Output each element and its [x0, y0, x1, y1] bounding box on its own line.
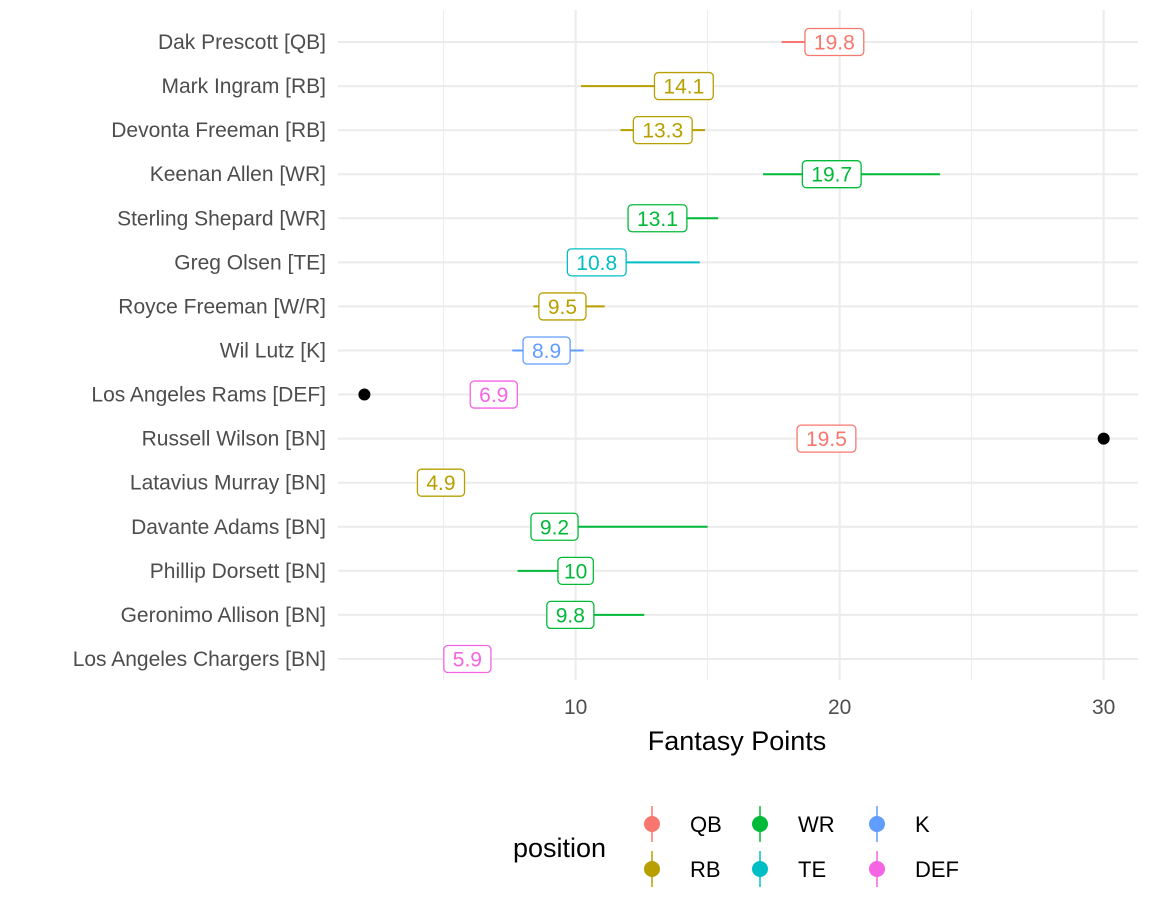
legend-label: WR	[798, 812, 835, 837]
player-mark: 19.8	[781, 27, 865, 57]
player-mark: 6.9	[358, 380, 518, 409]
player-mark: 19.5	[796, 424, 1110, 453]
y-label: Devonta Freeman [RB]	[111, 119, 326, 142]
value-label: 9.2	[540, 516, 569, 539]
legend-key-dot	[869, 816, 885, 832]
legend-key-dot	[869, 861, 885, 877]
value-label-box	[796, 424, 857, 453]
legend-key-dot	[752, 816, 768, 832]
value-label: 14.1	[663, 76, 704, 99]
legend-label: RB	[690, 857, 721, 882]
value-label: 9.5	[548, 296, 577, 319]
outlier-point	[358, 388, 371, 401]
value-label: 19.8	[814, 32, 855, 55]
y-axis-labels: Dak Prescott [QB] Mark Ingram [RB] Devonta…	[73, 31, 326, 671]
y-label: Keenan Allen [WR]	[150, 163, 326, 186]
player-mark: 9.8	[546, 600, 645, 630]
y-label: Los Angeles Chargers [BN]	[73, 648, 326, 671]
y-label: Latavius Murray [BN]	[130, 472, 326, 495]
player-mark: 9.5	[533, 292, 605, 321]
value-label: 8.9	[532, 340, 561, 363]
value-label: 19.7	[811, 164, 852, 187]
x-tick-label: 20	[828, 696, 851, 719]
player-mark: 8.9	[512, 336, 584, 365]
value-label-box	[416, 468, 466, 497]
value-label-box	[801, 160, 862, 189]
legend: position QB RB WR TE K DEF	[513, 806, 959, 887]
data-marks: 19.8 14.1 13.3 19.7 13.1 10.8 9.5 8.9 6.9 19.5 4.9…	[358, 27, 1110, 674]
value-label: 10	[564, 560, 587, 583]
legend-entry: RB	[644, 851, 721, 887]
value-label-box	[557, 556, 594, 585]
y-label: Phillip Dorsett [BN]	[150, 560, 326, 583]
y-label: Los Angeles Rams [DEF]	[91, 384, 326, 407]
legend-label: QB	[690, 812, 722, 837]
value-label: 13.3	[642, 120, 683, 143]
player-mark: 13.1	[627, 204, 719, 233]
player-mark: 5.9	[443, 644, 492, 674]
value-label: 10.8	[576, 252, 617, 275]
value-label-box	[804, 27, 865, 57]
player-mark: 9.2	[530, 512, 708, 541]
value-label-box	[627, 204, 688, 233]
legend-entry: QB	[644, 806, 722, 842]
value-label-box	[522, 336, 571, 365]
value-label-box	[469, 380, 518, 409]
x-tick-label: 30	[1092, 696, 1115, 719]
value-label: 4.9	[426, 472, 455, 495]
player-mark: 19.7	[763, 160, 940, 189]
legend-key-dot	[644, 816, 660, 832]
value-label: 5.9	[453, 648, 482, 671]
y-label: Wil Lutz [K]	[220, 339, 326, 362]
legend-key-dot	[644, 861, 660, 877]
legend-title: position	[513, 833, 606, 863]
value-label: 13.1	[637, 208, 678, 231]
value-label-box	[546, 600, 595, 630]
value-label: 9.8	[556, 604, 585, 627]
legend-label: TE	[798, 857, 826, 882]
legend-label: DEF	[915, 857, 959, 882]
y-label: Davante Adams [BN]	[131, 516, 326, 539]
player-mark: 10	[517, 556, 594, 585]
player-mark: 4.9	[416, 468, 466, 497]
legend-entry: WR	[752, 806, 835, 842]
value-label-box	[443, 644, 492, 674]
player-mark: 10.8	[566, 248, 700, 277]
x-tick-label: 10	[564, 696, 587, 719]
value-label-box	[566, 248, 627, 277]
x-axis-title: Fantasy Points	[648, 726, 827, 756]
y-label: Geronimo Allison [BN]	[121, 604, 326, 627]
legend-entry: TE	[752, 851, 826, 887]
y-label: Dak Prescott [QB]	[158, 31, 326, 54]
y-label: Russell Wilson [BN]	[142, 428, 326, 451]
value-label-box	[538, 292, 587, 321]
grid	[338, 10, 1138, 680]
value-label-box	[530, 512, 579, 541]
value-label-box	[632, 115, 693, 145]
legend-key-dot	[752, 861, 768, 877]
player-mark: 14.1	[580, 71, 714, 101]
legend-entry: K	[869, 806, 930, 842]
y-label: Sterling Shepard [WR]	[117, 207, 326, 230]
player-mark: 13.3	[620, 115, 705, 145]
y-label: Royce Freeman [W/R]	[118, 295, 326, 318]
y-label: Mark Ingram [RB]	[161, 75, 326, 98]
value-label: 6.9	[479, 384, 508, 407]
value-label: 19.5	[806, 428, 847, 451]
outlier-point	[1097, 432, 1110, 445]
legend-entry: DEF	[869, 851, 959, 887]
y-label: Greg Olsen [TE]	[174, 251, 326, 274]
value-label-box	[653, 71, 714, 101]
x-axis-ticks: 10 20 30	[564, 696, 1115, 719]
legend-label: K	[915, 812, 930, 837]
